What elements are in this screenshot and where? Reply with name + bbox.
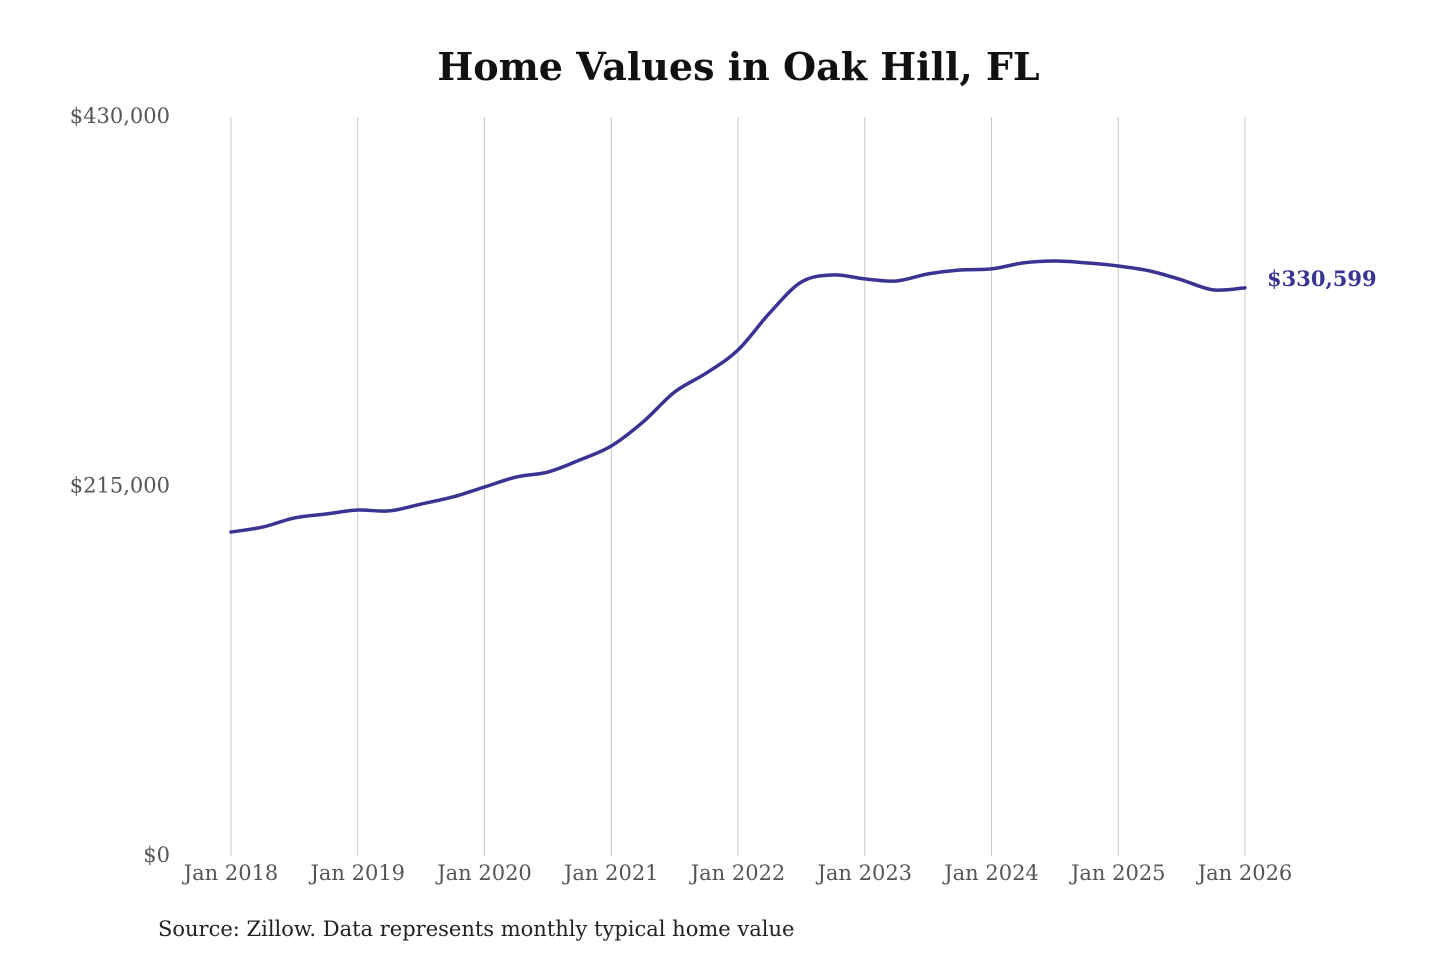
x-tick-label: Jan 2023	[815, 861, 912, 885]
y-tick-label: $215,000	[70, 474, 170, 498]
x-tick-label: Jan 2018	[182, 861, 279, 885]
series-line	[229, 259, 1247, 534]
x-tick-label: Jan 2022	[689, 861, 786, 885]
y-tick-label: $430,000	[70, 104, 170, 128]
x-tick-label: Jan 2020	[435, 861, 532, 885]
x-tick-label: Jan 2024	[942, 861, 1039, 885]
x-tick-label: Jan 2026	[1196, 861, 1293, 885]
y-tick-label: $0	[143, 843, 170, 867]
source-note: Source: Zillow. Data represents monthly …	[158, 917, 795, 941]
x-tick-label: Jan 2019	[308, 861, 405, 885]
chart-title: Home Values in Oak Hill, FL	[437, 44, 1040, 89]
x-tick-label: Jan 2021	[562, 861, 659, 885]
x-tick-label: Jan 2025	[1069, 861, 1166, 885]
end-value-label: $330,599	[1267, 266, 1377, 291]
